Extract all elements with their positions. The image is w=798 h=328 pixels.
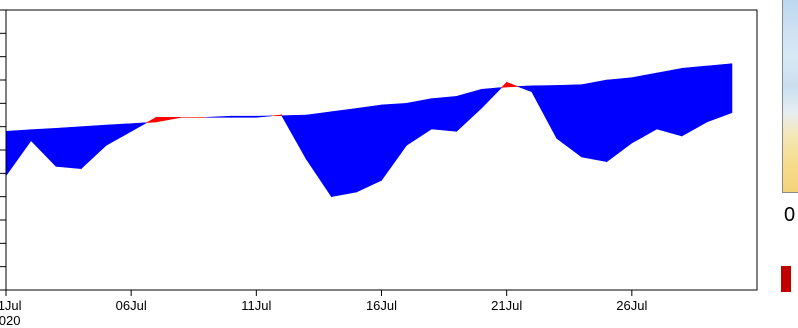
area-below-3-0: [80, 124, 107, 170]
x-axis-ticks: 01Jul 06Jul 11Jul 16Jul 21Jul 26Jul: [0, 290, 647, 313]
adjacent-panel-strip: [782, 0, 798, 193]
x-tick-label-3: 16Jul: [366, 298, 397, 313]
area-fills: [5, 63, 733, 198]
area-below-27-0: [681, 65, 708, 137]
area-below-23-0: [581, 79, 608, 163]
area-below-20-1: [517, 85, 533, 93]
x-tick-label-1: 06Jul: [116, 298, 147, 313]
area-above-6-0: [155, 117, 182, 123]
area-below-22-0: [556, 84, 583, 158]
area-below-2-0: [55, 126, 82, 169]
area-below-14-0: [356, 104, 382, 193]
area-below-8-0: [206, 115, 232, 118]
area-above-20-0: [506, 81, 518, 88]
area-below-25-0: [631, 72, 658, 144]
area-below-9-0: [231, 115, 257, 118]
y-axis-ticks: [0, 9, 6, 291]
area-below-24-0: [606, 77, 633, 163]
x-tick-label-2: 11Jul: [241, 298, 271, 313]
area-below-10-0: [256, 115, 273, 118]
area-below-17-0: [431, 96, 457, 132]
area-below-11-1: [281, 114, 307, 161]
adjacent-panel-zero-label: 0: [784, 204, 796, 226]
area-below-19-0: [481, 87, 503, 109]
adjacent-panel: [778, 0, 798, 200]
x-tick-label-5: 26Jul: [616, 298, 647, 313]
area-below-12-0: [306, 111, 332, 198]
area-below-1-0: [30, 127, 57, 168]
area-below-26-0: [656, 67, 683, 137]
area-below-4-0: [105, 123, 132, 146]
adjacent-panel-red-swatch: [781, 266, 791, 292]
area-below-18-0: [456, 88, 482, 133]
area-below-13-0: [331, 108, 357, 198]
area-below-5-0: [130, 122, 147, 132]
area-below-0-0: [5, 129, 32, 177]
area-above-19-1: [500, 81, 507, 88]
area-below-16-0: [406, 98, 432, 146]
x-tick-label-0: 01Jul: [0, 298, 22, 313]
area-above-5-1: [146, 116, 157, 123]
area-below-28-0: [706, 63, 733, 123]
x-year-label: 2020: [0, 313, 20, 328]
area-above-10-1: [271, 114, 282, 117]
x-tick-label-4: 21Jul: [491, 298, 522, 313]
area-below-21-0: [531, 85, 558, 139]
area-below-15-0: [381, 103, 407, 182]
